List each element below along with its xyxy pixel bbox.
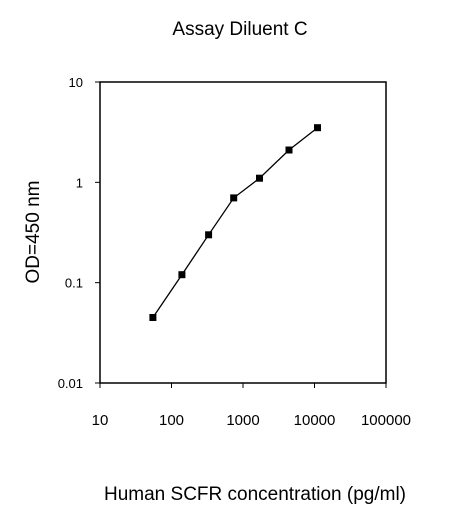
chart-title: Assay Diluent C (172, 19, 307, 40)
series-layer (149, 124, 321, 321)
x-tick-label: 1000 (226, 412, 259, 429)
data-point (205, 231, 213, 239)
y-tick-label: 0.1 (65, 276, 83, 291)
data-point (230, 194, 238, 202)
x-tick-label: 100 (159, 412, 184, 429)
y-tick-label: 0.01 (58, 376, 83, 391)
plot-frame (99, 81, 387, 384)
x-axis-label: Human SCFR concentration (pg/ml) (104, 484, 406, 505)
y-axis-ticks: 0.01 0.1 1 10 (58, 75, 100, 391)
x-tick-label: 10 (92, 412, 109, 429)
x-tick-label: 10000 (294, 412, 336, 429)
x-tick-label: 100000 (361, 412, 411, 429)
data-point (149, 314, 157, 321)
data-point (178, 271, 186, 279)
y-axis-label: OD=450 nm (23, 181, 44, 284)
y-tick-label: 10 (69, 75, 83, 90)
data-point (285, 146, 293, 154)
x-axis-ticks: 10 100 1000 10000 100000 (92, 383, 411, 429)
data-point (256, 174, 263, 182)
y-tick-label: 1 (76, 175, 83, 190)
series-line (152, 127, 318, 318)
data-point (314, 124, 321, 132)
